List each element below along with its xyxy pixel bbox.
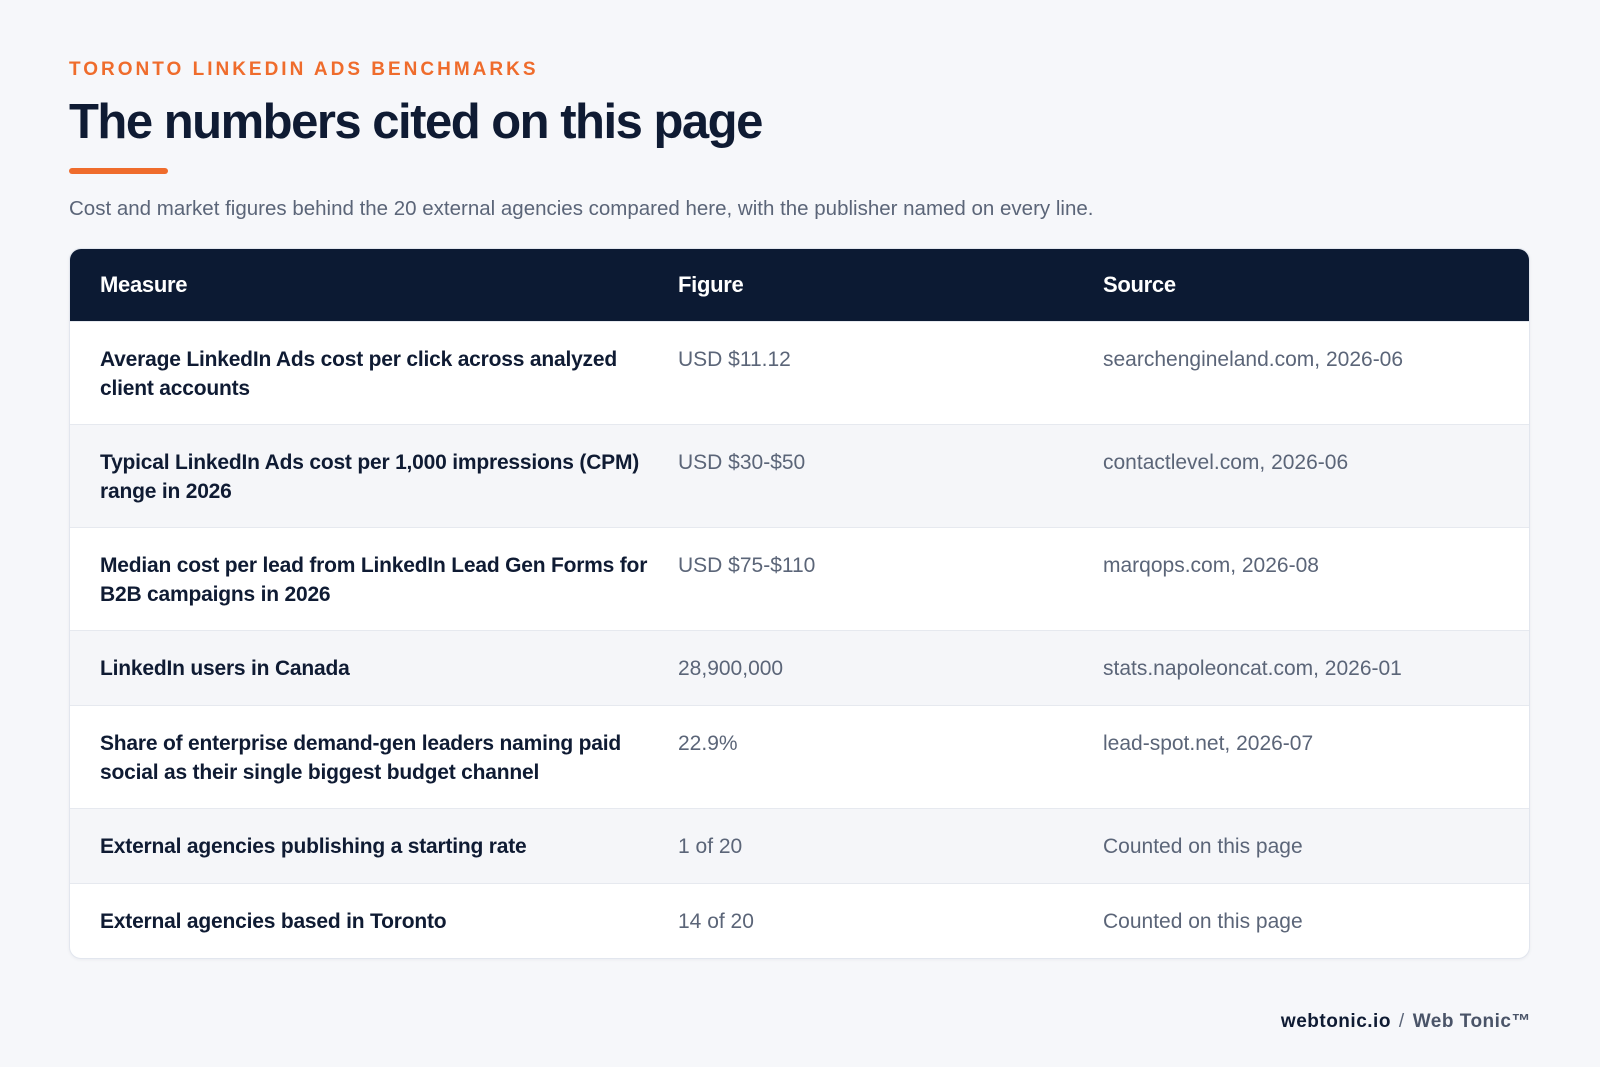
figure-cell: USD $30-$50 <box>678 451 806 474</box>
title-accent-bar <box>69 168 168 174</box>
column-header-measure: Measure <box>100 272 188 297</box>
table-row: Share of enterprise demand-gen leaders n… <box>70 705 1529 808</box>
page-title: The numbers cited on this page <box>69 95 763 149</box>
footer-domain: webtonic.io <box>1280 1011 1391 1032</box>
table-row: External agencies publishing a starting … <box>70 808 1529 883</box>
figure-cell: 22.9% <box>678 732 738 755</box>
source-cell: Counted on this page <box>1103 835 1303 858</box>
source-cell: contactlevel.com, 2026-06 <box>1103 451 1349 474</box>
table-header: Measure Figure Source <box>70 249 1529 321</box>
footer-credit: webtonic.io / Web Tonic™ <box>1281 1011 1531 1033</box>
footer-separator: / <box>1398 1011 1405 1032</box>
page-subtitle: Cost and market figures behind the 20 ex… <box>69 197 1094 220</box>
footer-brand: Web Tonic™ <box>1412 1011 1531 1032</box>
figure-cell: 28,900,000 <box>678 657 784 680</box>
figure-cell: USD $75-$110 <box>678 554 816 577</box>
source-cell: stats.napoleoncat.com, 2026-01 <box>1103 657 1402 680</box>
figure-cell: 14 of 20 <box>678 910 754 933</box>
table-row: Average LinkedIn Ads cost per click acro… <box>70 321 1529 424</box>
measure-cell: External agencies publishing a starting … <box>100 835 527 858</box>
table-row: Typical LinkedIn Ads cost per 1,000 impr… <box>70 424 1529 527</box>
table-row: LinkedIn users in Canada 28,900,000 stat… <box>70 630 1529 705</box>
source-cell: searchengineland.com, 2026-06 <box>1103 348 1404 371</box>
source-cell: Counted on this page <box>1103 910 1303 933</box>
measure-cell: External agencies based in Toronto <box>100 910 447 933</box>
figure-cell: USD $11.12 <box>678 348 791 371</box>
column-header-source: Source <box>1103 272 1176 297</box>
table-row: Median cost per lead from LinkedIn Lead … <box>70 527 1529 630</box>
source-cell: lead-spot.net, 2026-07 <box>1103 732 1314 755</box>
source-cell: marqops.com, 2026-08 <box>1103 554 1319 577</box>
figure-cell: 1 of 20 <box>678 835 743 858</box>
measure-cell: Typical LinkedIn Ads cost per 1,000 impr… <box>100 451 640 503</box>
measure-cell: LinkedIn users in Canada <box>100 657 350 680</box>
benchmarks-table: Measure Figure Source Average LinkedIn A… <box>69 248 1530 959</box>
measure-cell: Share of enterprise demand-gen leaders n… <box>100 732 621 784</box>
measure-cell: Average LinkedIn Ads cost per click acro… <box>100 348 617 400</box>
table-row: External agencies based in Toronto 14 of… <box>70 883 1529 958</box>
measure-cell: Median cost per lead from LinkedIn Lead … <box>100 554 648 606</box>
page-content: TORONTO LINKEDIN ADS BENCHMARKS The numb… <box>69 58 1530 959</box>
column-header-figure: Figure <box>678 272 744 297</box>
eyebrow-label: TORONTO LINKEDIN ADS BENCHMARKS <box>69 59 539 80</box>
